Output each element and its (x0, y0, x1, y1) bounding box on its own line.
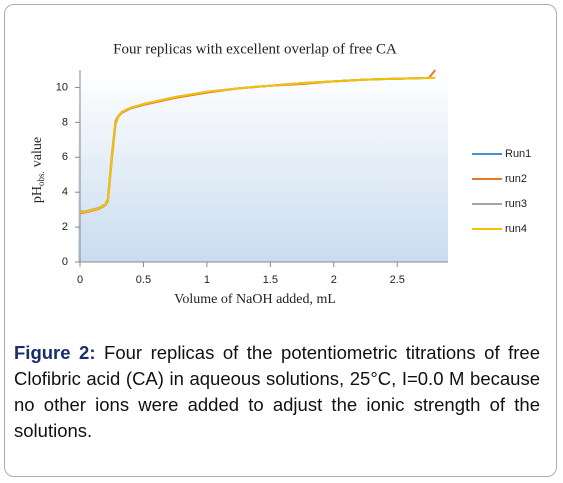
y-tick-label: 0 (62, 256, 68, 268)
y-label-main: pH (30, 186, 45, 203)
legend-label: Run1 (505, 148, 531, 160)
chart-title: Four replicas with excellent overlap of … (113, 41, 397, 57)
caption-label: Figure 2: (14, 342, 96, 363)
x-tick-label: 2.5 (390, 274, 405, 286)
x-tick-label: 1 (204, 274, 210, 286)
y-tick-label: 4 (62, 186, 68, 198)
plot-area (78, 70, 448, 262)
y-axis-label: pHobs. value (30, 137, 46, 203)
x-tick-label: 0.5 (136, 274, 151, 286)
y-tick-label: 6 (62, 151, 68, 163)
x-tick-label: 1.5 (263, 274, 278, 286)
caption-text: Four replicas of the potentiometric titr… (14, 342, 540, 441)
y-tick-label: 2 (62, 221, 68, 233)
x-axis-label: Volume of NaOH added, mL (174, 292, 336, 307)
y-tick-label: 10 (56, 81, 68, 93)
y-tick-label: 8 (62, 116, 68, 128)
x-tick-label: 0 (77, 274, 83, 286)
y-label-subscript: obs. (36, 171, 46, 186)
legend-label: run4 (505, 223, 527, 235)
legend-label: run3 (505, 198, 527, 210)
caption: Figure 2: Four replicas of the potentiom… (14, 340, 540, 444)
x-tick-label: 2 (331, 274, 337, 286)
chart: Four replicas with excellent overlap of … (30, 41, 531, 307)
series-line (79, 76, 436, 214)
y-label-suffix: value (30, 137, 45, 167)
legend-label: run2 (505, 173, 527, 185)
figure-card (4, 4, 557, 477)
